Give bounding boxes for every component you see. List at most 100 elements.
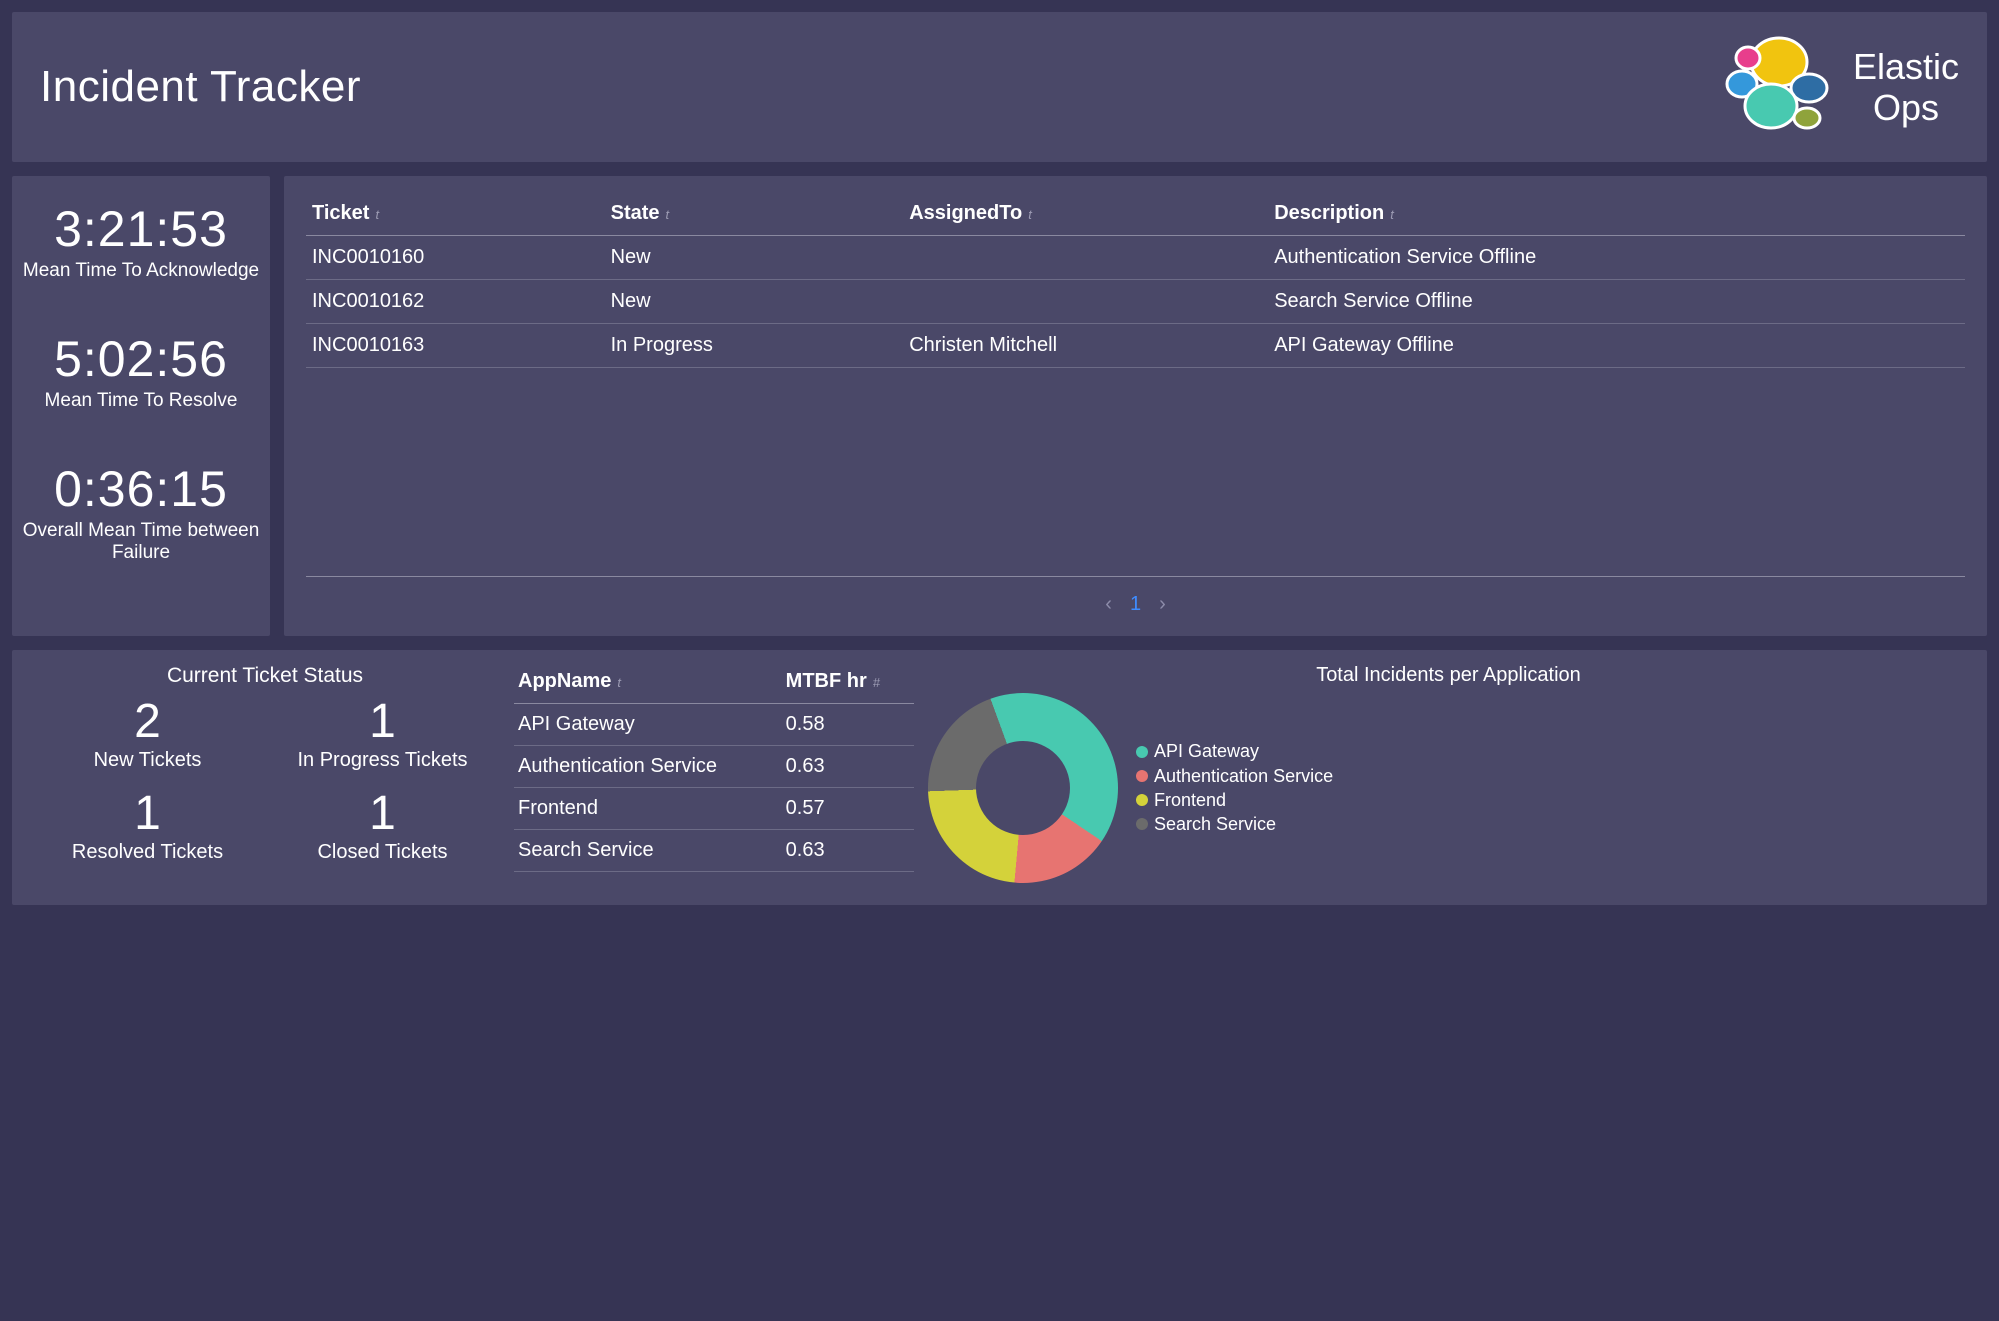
tickets-spacer bbox=[306, 368, 1965, 568]
col-label: State bbox=[611, 202, 660, 224]
table-cell: 0.58 bbox=[782, 704, 914, 746]
donut-block: Total Incidents per Application API Gate… bbox=[928, 664, 1969, 883]
pager-next-button[interactable]: › bbox=[1159, 593, 1166, 616]
table-cell: API Gateway bbox=[514, 704, 782, 746]
metrics-panel: 3:21:53 Mean Time To Acknowledge 5:02:56… bbox=[12, 176, 270, 636]
col-state[interactable]: Statet bbox=[605, 194, 904, 236]
table-row[interactable]: API Gateway0.58 bbox=[514, 704, 914, 746]
table-cell: In Progress bbox=[605, 324, 904, 368]
bottom-panel: Current Ticket Status 2New Tickets1In Pr… bbox=[12, 650, 1987, 905]
status-label: Resolved Tickets bbox=[30, 841, 265, 864]
table-cell: Frontend bbox=[514, 788, 782, 830]
legend-swatch-icon bbox=[1136, 746, 1148, 758]
legend-item[interactable]: Frontend bbox=[1136, 788, 1333, 812]
table-cell: 0.63 bbox=[782, 746, 914, 788]
mtbf-table: AppName t MTBF hr # API Gateway0.58Authent… bbox=[514, 664, 914, 872]
table-row[interactable]: INC0010162New Search Service Offline bbox=[306, 280, 1965, 324]
pager-current-page[interactable]: 1 bbox=[1130, 593, 1141, 616]
tickets-table: Tickett Statet AssignedTot Descriptiont … bbox=[306, 194, 1965, 368]
table-cell: Authentication Service Offline bbox=[1268, 236, 1965, 280]
status-cell: 1Closed Tickets bbox=[265, 786, 500, 864]
tickets-panel: Tickett Statet AssignedTot Descriptiont … bbox=[284, 176, 1987, 636]
table-cell: Christen Mitchell bbox=[903, 324, 1268, 368]
table-cell: INC0010162 bbox=[306, 280, 605, 324]
sort-icon: t bbox=[617, 675, 621, 690]
table-cell: 0.63 bbox=[782, 830, 914, 872]
legend-item[interactable]: Authentication Service bbox=[1136, 764, 1333, 788]
col-ticket[interactable]: Tickett bbox=[306, 194, 605, 236]
table-cell: INC0010160 bbox=[306, 236, 605, 280]
table-row[interactable]: Search Service0.63 bbox=[514, 830, 914, 872]
metric-value: 3:21:53 bbox=[18, 200, 264, 258]
legend-label: Authentication Service bbox=[1154, 764, 1333, 788]
col-label: AppName bbox=[518, 670, 611, 692]
sort-icon: t bbox=[1390, 207, 1394, 222]
table-cell: New bbox=[605, 236, 904, 280]
tickets-pager: ‹ 1 › bbox=[306, 577, 1965, 616]
metric-label: Mean Time To Resolve bbox=[18, 390, 264, 412]
tickets-header-row: Tickett Statet AssignedTo t Description t bbox=[306, 194, 1965, 236]
col-label: Ticket bbox=[312, 202, 369, 224]
status-count: 1 bbox=[30, 786, 265, 841]
legend-label: Search Service bbox=[1154, 812, 1276, 836]
sort-icon: t bbox=[1028, 207, 1032, 222]
metric-mtta: 3:21:53 Mean Time To Acknowledge bbox=[18, 200, 264, 282]
elastic-logo-icon bbox=[1715, 32, 1835, 142]
table-cell: INC0010163 bbox=[306, 324, 605, 368]
legend-swatch-icon bbox=[1136, 770, 1148, 782]
status-count: 1 bbox=[265, 694, 500, 749]
legend-swatch-icon bbox=[1136, 794, 1148, 806]
brand-line2: Ops bbox=[1853, 87, 1959, 128]
col-label: Description bbox=[1274, 202, 1384, 224]
table-row[interactable]: Authentication Service0.63 bbox=[514, 746, 914, 788]
table-cell bbox=[903, 280, 1268, 324]
table-cell: Search Service Offline bbox=[1268, 280, 1965, 324]
table-row[interactable]: INC0010163In ProgressChristen MitchellAP… bbox=[306, 324, 1965, 368]
status-cell: 2New Tickets bbox=[30, 694, 265, 772]
metric-label: Overall Mean Time between Failure bbox=[18, 520, 264, 564]
metric-mtbf: 0:36:15 Overall Mean Time between Failur… bbox=[18, 460, 264, 564]
legend-label: API Gateway bbox=[1154, 739, 1259, 763]
brand-text: Elastic Ops bbox=[1853, 46, 1959, 129]
brand-block: Elastic Ops bbox=[1715, 32, 1959, 142]
metric-mttr: 5:02:56 Mean Time To Resolve bbox=[18, 330, 264, 412]
metric-value: 5:02:56 bbox=[18, 330, 264, 388]
donut-body: API GatewayAuthentication ServiceFronten… bbox=[928, 693, 1969, 883]
legend-item[interactable]: API Gateway bbox=[1136, 739, 1333, 763]
status-block: Current Ticket Status 2New Tickets1In Pr… bbox=[30, 664, 500, 883]
status-grid: 2New Tickets1In Progress Tickets1Resolve… bbox=[30, 694, 500, 864]
legend-swatch-icon bbox=[1136, 818, 1148, 830]
legend-label: Frontend bbox=[1154, 788, 1226, 812]
col-appname[interactable]: AppName t bbox=[514, 664, 782, 704]
brand-line1: Elastic bbox=[1853, 46, 1959, 87]
header-panel: Incident Tracker Elastic Ops bbox=[12, 12, 1987, 162]
legend-item[interactable]: Search Service bbox=[1136, 812, 1333, 836]
table-cell: New bbox=[605, 280, 904, 324]
table-cell: 0.57 bbox=[782, 788, 914, 830]
metric-label: Mean Time To Acknowledge bbox=[18, 260, 264, 282]
donut-chart bbox=[928, 693, 1118, 883]
table-cell bbox=[903, 236, 1268, 280]
col-description[interactable]: Description t bbox=[1268, 194, 1965, 236]
col-mtbfhr[interactable]: MTBF hr # bbox=[782, 664, 914, 704]
col-label: MTBF hr bbox=[786, 670, 867, 692]
page-title: Incident Tracker bbox=[40, 62, 361, 112]
table-row[interactable]: INC0010160New Authentication Service Offl… bbox=[306, 236, 1965, 280]
mtbf-header-row: AppName t MTBF hr # bbox=[514, 664, 914, 704]
col-assigned[interactable]: AssignedTo t bbox=[903, 194, 1268, 236]
status-label: In Progress Tickets bbox=[265, 749, 500, 772]
metric-value: 0:36:15 bbox=[18, 460, 264, 518]
status-label: Closed Tickets bbox=[265, 841, 500, 864]
mid-row: 3:21:53 Mean Time To Acknowledge 5:02:56… bbox=[12, 176, 1987, 636]
pager-prev-button[interactable]: ‹ bbox=[1105, 593, 1112, 616]
donut-legend: API GatewayAuthentication ServiceFronten… bbox=[1136, 739, 1333, 836]
col-label: AssignedTo bbox=[909, 202, 1022, 224]
status-cell: 1In Progress Tickets bbox=[265, 694, 500, 772]
status-label: New Tickets bbox=[30, 749, 265, 772]
status-count: 1 bbox=[265, 786, 500, 841]
mtbf-block: AppName t MTBF hr # API Gateway0.58Authent… bbox=[514, 664, 914, 883]
sort-icon: # bbox=[873, 675, 880, 690]
table-cell: Authentication Service bbox=[514, 746, 782, 788]
table-row[interactable]: Frontend0.57 bbox=[514, 788, 914, 830]
status-count: 2 bbox=[30, 694, 265, 749]
